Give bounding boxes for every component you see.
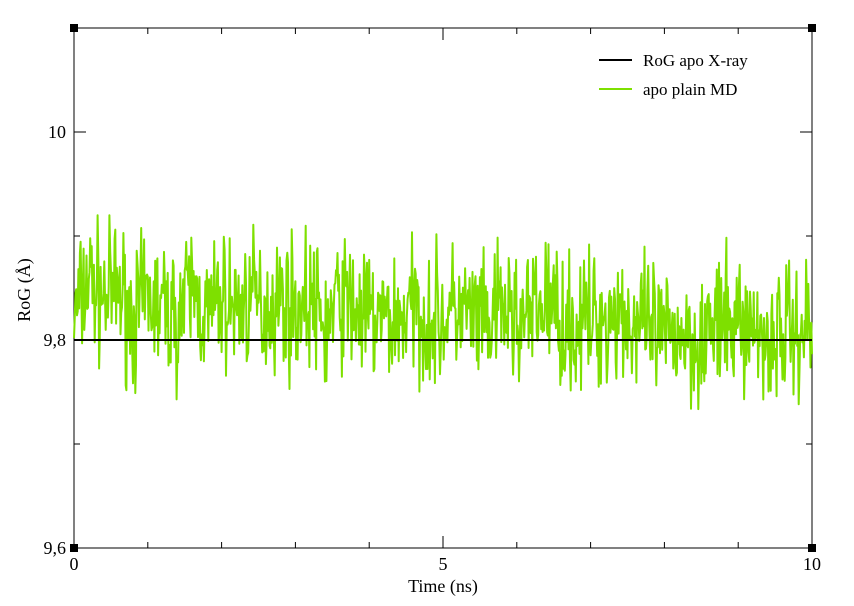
corner-marker <box>808 24 816 32</box>
corner-marker <box>70 544 78 552</box>
legend-label-apo-plain-md: apo plain MD <box>643 80 737 99</box>
corner-marker <box>70 24 78 32</box>
x-major-ticks: 0 5 10 <box>70 28 821 574</box>
x-tick-label: 10 <box>803 554 821 574</box>
corner-markers <box>70 24 816 552</box>
x-axis-title: Time (ns) <box>408 576 478 597</box>
y-axis-title: RoG (Å) <box>14 258 35 322</box>
legend-label-rog-apo-x-ray: RoG apo X-ray <box>643 51 748 70</box>
y-tick-label: 10 <box>48 122 66 142</box>
y-tick-label: 9,8 <box>44 330 67 350</box>
x-tick-label: 5 <box>439 554 448 574</box>
corner-marker <box>808 544 816 552</box>
y-tick-label: 9,6 <box>44 538 67 558</box>
x-tick-label: 0 <box>70 554 79 574</box>
legend: RoG apo X-ray apo plain MD <box>599 51 748 99</box>
y-major-ticks: 9,6 9,8 10 <box>44 122 812 558</box>
series-line-apo-plain-md <box>73 214 813 411</box>
